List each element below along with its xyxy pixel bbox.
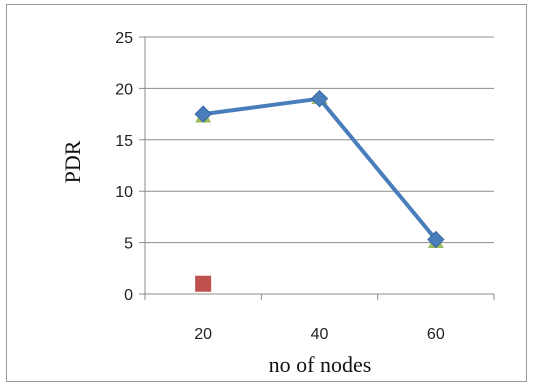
x-tick-label: 40 [311,326,329,343]
x-axis-title: no of nodes [269,352,372,377]
y-tick-label: 20 [115,81,133,98]
x-tick-labels: 20 40 60 [194,326,445,343]
y-tick-label: 0 [124,287,133,304]
gridlines [145,36,494,244]
y-axis-title: PDR [60,140,85,183]
data-point-diamond [427,230,445,249]
data-point-diamond [194,105,212,123]
y-tick-labels: 0 5 10 15 20 25 [115,30,133,304]
series-line [202,96,438,241]
series-2 [195,275,212,292]
series-3 [195,89,444,248]
series-1 [194,89,445,249]
data-point-square [195,275,212,292]
x-tick-label: 20 [194,326,212,343]
y-tick-label: 10 [115,184,133,201]
y-tick-label: 25 [115,30,133,47]
x-tick-label: 60 [427,326,445,343]
axes [139,36,495,300]
y-tick-label: 15 [115,133,133,150]
y-tick-label: 5 [124,236,133,253]
series [194,89,445,292]
chart-frame [6,4,527,382]
data-point-diamond [310,89,329,108]
